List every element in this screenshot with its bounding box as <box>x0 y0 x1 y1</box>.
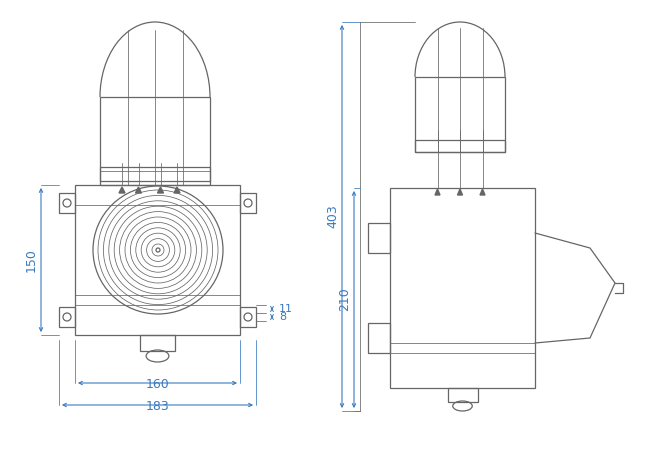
Bar <box>59 307 75 327</box>
Text: 160: 160 <box>146 379 170 392</box>
Text: 183: 183 <box>146 401 170 414</box>
Bar <box>240 307 256 327</box>
Bar <box>75 185 240 335</box>
Text: 11: 11 <box>279 304 293 314</box>
Bar <box>415 140 505 152</box>
Bar <box>100 167 210 181</box>
Bar <box>140 335 175 351</box>
Polygon shape <box>119 187 125 193</box>
Polygon shape <box>480 189 485 195</box>
Polygon shape <box>458 189 463 195</box>
Polygon shape <box>135 187 142 193</box>
Bar <box>447 388 478 402</box>
Text: 150: 150 <box>25 248 38 272</box>
Text: 403: 403 <box>326 205 339 228</box>
Text: 8: 8 <box>279 312 286 322</box>
Polygon shape <box>174 187 180 193</box>
Bar <box>100 97 210 185</box>
Text: 210: 210 <box>339 288 352 311</box>
Bar <box>368 223 390 253</box>
Bar <box>390 188 535 388</box>
Polygon shape <box>435 189 440 195</box>
Bar <box>368 323 390 353</box>
Bar <box>59 193 75 213</box>
Bar <box>240 193 256 213</box>
Bar <box>415 77 505 152</box>
Polygon shape <box>157 187 164 193</box>
